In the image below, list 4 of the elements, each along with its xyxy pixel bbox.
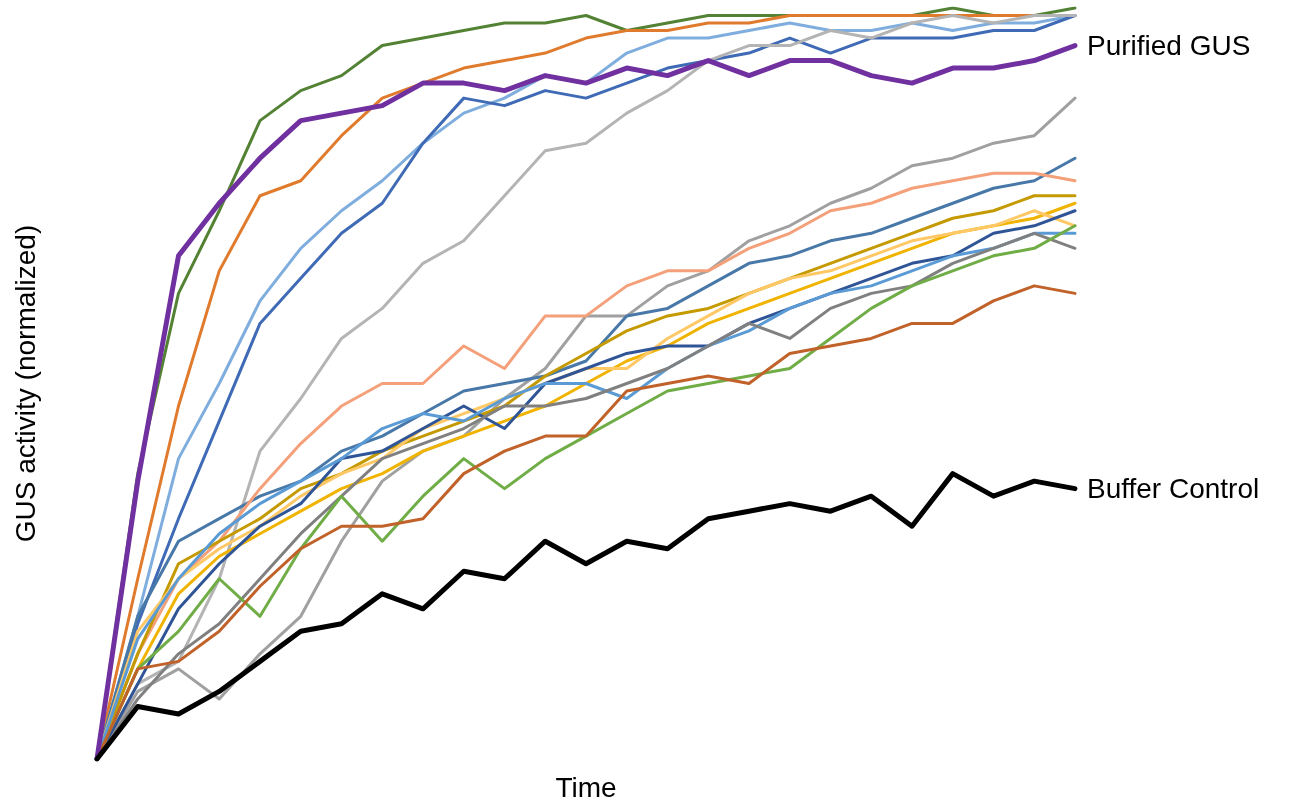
x-axis-title: Time xyxy=(555,771,617,803)
series-label: Buffer Control xyxy=(1087,473,1260,505)
y-axis-title: GUS activity (normalized) xyxy=(9,224,41,543)
series-label: Purified GUS xyxy=(1087,30,1251,62)
